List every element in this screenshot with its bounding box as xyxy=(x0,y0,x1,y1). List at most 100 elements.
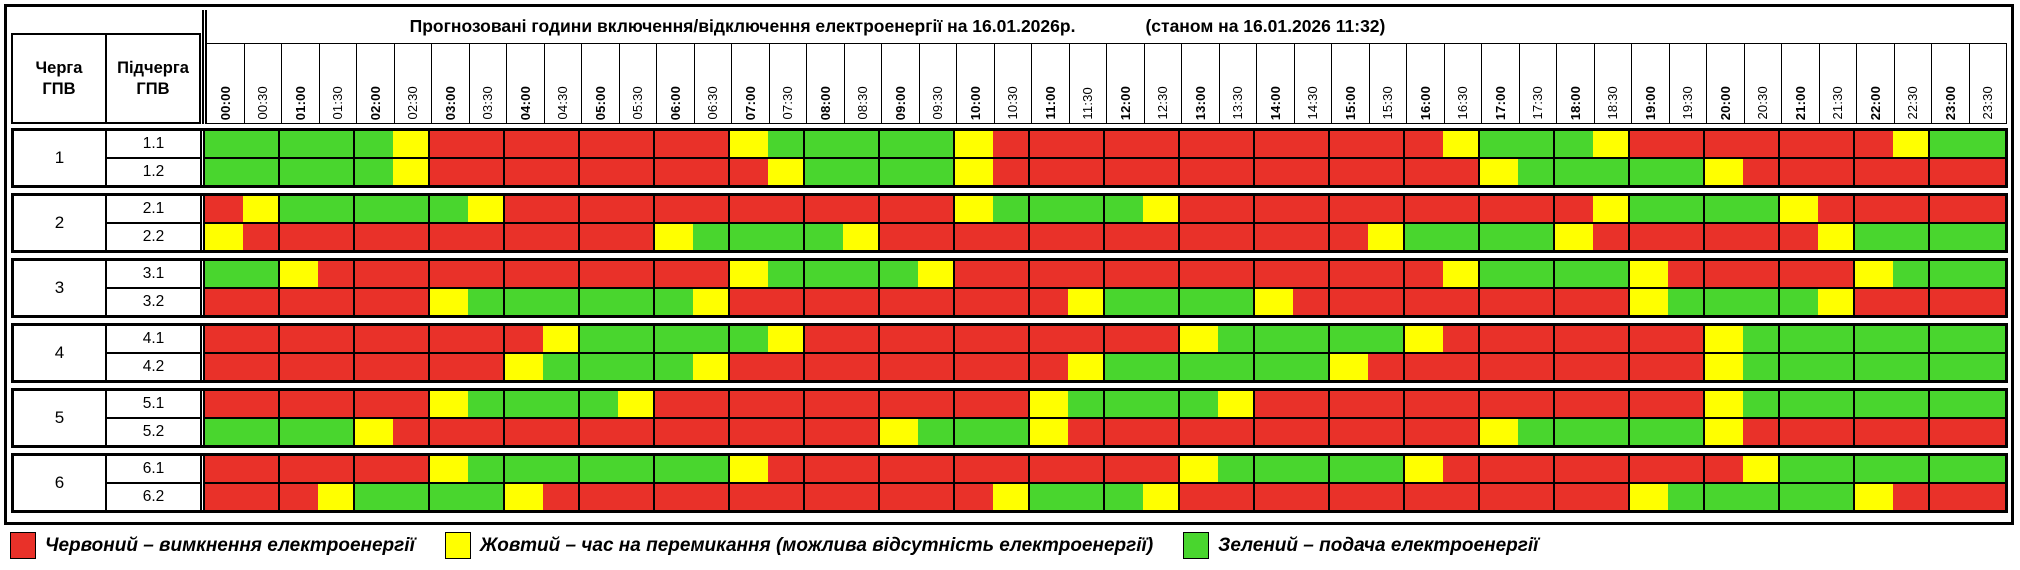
cell-3.1-12:00 xyxy=(1105,261,1143,287)
time-label-12:00: 12:00 xyxy=(1106,43,1145,124)
cell-5.2-23:00 xyxy=(1930,419,1968,445)
cell-2.1-07:30 xyxy=(767,196,805,222)
cell-1.1-12:30 xyxy=(1142,131,1180,157)
cell-3.2-11:00 xyxy=(1030,289,1068,315)
time-label-21:30: 21:30 xyxy=(1818,43,1857,124)
cell-6.2-00:30 xyxy=(242,484,280,510)
queue-label: 2 xyxy=(14,196,107,250)
cell-1.2-17:30 xyxy=(1517,159,1555,185)
cell-4.1-18:00 xyxy=(1555,326,1593,352)
schedule-rows xyxy=(200,326,2005,380)
cell-1.2-01:30 xyxy=(317,159,355,185)
cell-1.2-23:00 xyxy=(1930,159,1968,185)
cell-6.1-22:30 xyxy=(1892,456,1930,482)
cell-6.2-06:30 xyxy=(692,484,730,510)
time-label-05:00: 05:00 xyxy=(581,43,620,124)
cell-6.1-18:00 xyxy=(1555,456,1593,482)
cell-6.1-00:30 xyxy=(242,456,280,482)
cell-3.2-22:30 xyxy=(1892,289,1930,315)
legend-label-green: Зелений – подача електроенергії xyxy=(1218,534,1539,556)
cell-5.2-05:00 xyxy=(580,419,618,445)
cell-1.1-10:30 xyxy=(992,131,1030,157)
cell-1.1-13:30 xyxy=(1217,131,1255,157)
cell-3.1-15:00 xyxy=(1330,261,1368,287)
cell-5.1-16:30 xyxy=(1442,391,1480,417)
cell-3.1-06:00 xyxy=(655,261,693,287)
time-label-19:30: 19:30 xyxy=(1668,43,1707,124)
schedule-rows xyxy=(200,196,2005,250)
cell-6.2-05:30 xyxy=(617,484,655,510)
cell-6.1-06:00 xyxy=(655,456,693,482)
cell-1.2-20:30 xyxy=(1742,159,1780,185)
cell-6.2-21:00 xyxy=(1780,484,1818,510)
cell-2.1-10:30 xyxy=(992,196,1030,222)
cell-5.2-08:30 xyxy=(842,419,880,445)
cell-5.1-09:30 xyxy=(917,391,955,417)
cell-1.2-08:30 xyxy=(842,159,880,185)
cell-1.2-13:00 xyxy=(1180,159,1218,185)
schedule-rows xyxy=(200,391,2005,445)
cell-5.2-15:30 xyxy=(1367,419,1405,445)
cell-5.1-23:00 xyxy=(1930,391,1968,417)
cell-1.1-15:30 xyxy=(1367,131,1405,157)
time-label-03:30: 03:30 xyxy=(468,43,507,124)
cell-6.1-16:30 xyxy=(1442,456,1480,482)
cell-3.1-02:00 xyxy=(355,261,393,287)
cell-3.2-01:30 xyxy=(317,289,355,315)
time-label-09:30: 09:30 xyxy=(918,43,957,124)
time-label-02:00: 02:00 xyxy=(356,43,395,124)
cell-3.1-05:00 xyxy=(580,261,618,287)
cell-2.2-22:00 xyxy=(1855,224,1893,250)
subqueue-label-4.2: 4.2 xyxy=(142,358,165,375)
cell-5.1-20:30 xyxy=(1742,391,1780,417)
cell-5.1-04:00 xyxy=(505,391,543,417)
cell-5.1-22:30 xyxy=(1892,391,1930,417)
cell-5.2-22:30 xyxy=(1892,419,1930,445)
cell-2.2-00:30 xyxy=(242,224,280,250)
cell-4.1-03:30 xyxy=(467,326,505,352)
cell-3.2-14:30 xyxy=(1292,289,1330,315)
cell-2.1-12:30 xyxy=(1142,196,1180,222)
cell-1.2-16:00 xyxy=(1405,159,1443,185)
cell-5.2-13:30 xyxy=(1217,419,1255,445)
cell-6.2-03:30 xyxy=(467,484,505,510)
cell-2.1-14:30 xyxy=(1292,196,1330,222)
cell-3.1-13:00 xyxy=(1180,261,1218,287)
cell-4.1-19:30 xyxy=(1667,326,1705,352)
queue-group-1: 1 1.1 1.2 xyxy=(11,128,2008,188)
schedule-row-4.2 xyxy=(205,352,2005,380)
time-label-04:00: 04:00 xyxy=(506,43,545,124)
cell-6.2-07:00 xyxy=(730,484,768,510)
cell-5.2-05:30 xyxy=(617,419,655,445)
cell-3.2-04:00 xyxy=(505,289,543,315)
cell-3.2-02:00 xyxy=(355,289,393,315)
cell-3.2-18:00 xyxy=(1555,289,1593,315)
cell-3.1-08:00 xyxy=(805,261,843,287)
cell-3.2-23:00 xyxy=(1930,289,1968,315)
cell-5.1-21:30 xyxy=(1817,391,1855,417)
cell-4.2-15:30 xyxy=(1367,354,1405,380)
time-label-16:30: 16:30 xyxy=(1443,43,1482,124)
queue-label: 3 xyxy=(14,261,107,315)
cell-4.1-01:30 xyxy=(317,326,355,352)
cell-4.1-08:30 xyxy=(842,326,880,352)
cell-4.1-02:00 xyxy=(355,326,393,352)
cell-6.2-18:30 xyxy=(1592,484,1630,510)
cell-3.2-03:30 xyxy=(467,289,505,315)
cell-4.1-20:00 xyxy=(1705,326,1743,352)
cell-6.2-05:00 xyxy=(580,484,618,510)
time-label-18:30: 18:30 xyxy=(1593,43,1632,124)
cell-6.1-12:30 xyxy=(1142,456,1180,482)
cell-2.2-23:30 xyxy=(1967,224,2005,250)
cell-3.2-21:00 xyxy=(1780,289,1818,315)
cell-1.2-21:00 xyxy=(1780,159,1818,185)
time-label-22:00: 22:00 xyxy=(1856,43,1895,124)
cell-2.2-14:30 xyxy=(1292,224,1330,250)
cell-5.1-19:30 xyxy=(1667,391,1705,417)
cell-5.1-13:30 xyxy=(1217,391,1255,417)
subqueue-label-2.2: 2.2 xyxy=(142,228,165,245)
cell-1.1-11:00 xyxy=(1030,131,1068,157)
cell-1.2-15:30 xyxy=(1367,159,1405,185)
subqueue-label-5.1: 5.1 xyxy=(107,391,200,419)
cell-6.2-09:30 xyxy=(917,484,955,510)
